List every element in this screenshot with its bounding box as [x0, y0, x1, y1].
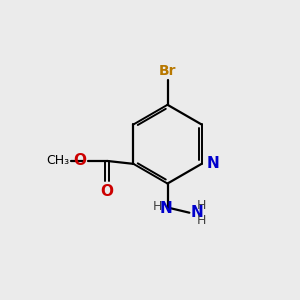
Text: H: H [153, 200, 162, 213]
Text: Br: Br [159, 64, 176, 78]
Text: H: H [197, 199, 206, 212]
Text: N: N [207, 156, 220, 171]
Text: O: O [101, 184, 114, 199]
Text: N: N [160, 201, 172, 216]
Text: O: O [74, 153, 87, 168]
Text: CH₃: CH₃ [46, 154, 69, 167]
Text: N: N [191, 205, 204, 220]
Text: H: H [197, 214, 206, 226]
